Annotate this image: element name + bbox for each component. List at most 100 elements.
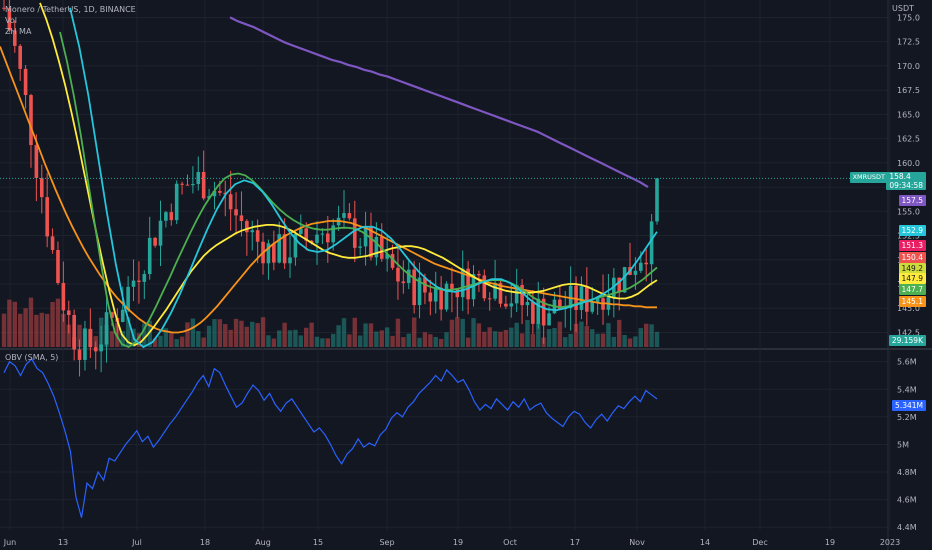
obv-tick-label: 5.2M (897, 413, 917, 422)
volume-bar (492, 331, 498, 347)
obv-tick-label: 5.6M (897, 358, 917, 367)
candle-body (245, 221, 249, 233)
candle-body (401, 281, 406, 284)
candle-body (18, 45, 22, 69)
price-tick-label: 167.5 (897, 86, 920, 95)
date-tick-label: 2023 (880, 538, 900, 547)
volume-bar (433, 336, 438, 347)
teal-ma-badge: 152.9 (898, 225, 926, 236)
volume-bar (266, 335, 271, 347)
candle-body (525, 302, 530, 306)
candle-body (93, 347, 98, 352)
volume-bar (271, 338, 277, 347)
volume-bar (77, 324, 82, 347)
candle-body (482, 275, 487, 299)
green-ma-badge: 149.2 (898, 263, 926, 274)
volume-bar (206, 325, 212, 347)
volume-bar (401, 337, 406, 347)
volume-bar (622, 334, 627, 347)
countdown: 09:34:58 (889, 181, 923, 190)
volume-bar (568, 333, 573, 347)
volume-bar (330, 333, 336, 347)
orange-ma-badge: 145.1 (898, 296, 926, 307)
candle-body (147, 237, 152, 275)
candle-body (347, 213, 352, 219)
volume-bar (379, 330, 384, 347)
candle-body (531, 302, 535, 324)
volume-bar (514, 322, 519, 347)
volume-bar (606, 323, 611, 347)
volume-bar (411, 317, 417, 347)
main-legend: Monero / TetherUS, 1D, BINANCE Vol ZH MA (5, 4, 136, 37)
price-tick-label: 175.0 (897, 13, 920, 22)
ma-yellow-line (39, 2, 658, 347)
volume-bar (233, 318, 239, 347)
chart-title[interactable]: Monero / TetherUS, 1D, BINANCE (5, 5, 136, 14)
date-tick-label: Aug (255, 538, 271, 547)
volume-bar (212, 319, 217, 347)
candle-body (504, 303, 508, 307)
date-tick-label: Oct (503, 538, 517, 547)
date-tick-label: Jul (131, 538, 142, 547)
volume-bars (1, 297, 660, 347)
symbol-badge: XMRUSDT (849, 172, 888, 183)
date-tick-label: Dec (752, 538, 767, 547)
volume-bar (174, 338, 179, 347)
candle-body (212, 191, 217, 197)
volume-bar (28, 297, 34, 347)
candle-body (61, 282, 66, 311)
candle-body (493, 282, 497, 299)
candle-body (466, 268, 470, 300)
volume-bar (368, 323, 374, 347)
volume-bar (530, 334, 536, 347)
volume-bar (298, 335, 304, 347)
obv-legend: OBV (SMA, 5) (5, 352, 58, 363)
candle-body (369, 226, 373, 258)
candle-body (218, 191, 222, 193)
volume-bar (487, 327, 492, 347)
candle-body (234, 209, 238, 216)
volume-bar (325, 338, 331, 347)
volume-bar (476, 323, 482, 347)
volume-bar (142, 323, 147, 347)
date-tick-label: Jun (3, 538, 17, 547)
candle-body (352, 218, 357, 248)
ma-indicator-label[interactable]: ZH MA (5, 27, 32, 36)
volume-indicator-label[interactable]: Vol (5, 16, 17, 25)
candle-body (450, 283, 454, 289)
volume-bar (509, 327, 514, 347)
candle-body (417, 277, 422, 306)
candle-body (50, 236, 55, 251)
candle-body (239, 215, 244, 222)
candle-body (191, 184, 195, 186)
obv-indicator-label[interactable]: OBV (SMA, 5) (5, 353, 59, 362)
date-tick-label: 14 (700, 538, 710, 547)
volume-bar (201, 337, 206, 347)
volume-bar (163, 328, 169, 347)
volume-bar (503, 329, 509, 347)
yellow-ma-badge: 147.9 (898, 273, 926, 284)
volume-bar (336, 325, 341, 347)
candle-body (88, 328, 93, 348)
price-tick-label: 165.0 (897, 110, 920, 119)
volume-bar (428, 334, 433, 347)
price-value: 158.4 (889, 172, 911, 181)
volume-bar (536, 322, 541, 347)
volume-bar (590, 329, 595, 347)
volume-bar (455, 317, 460, 347)
candle-body (104, 312, 109, 345)
obv-line (3, 357, 658, 518)
volume-bar (190, 318, 196, 347)
candle-body (644, 262, 649, 265)
candle-body (433, 287, 438, 302)
volume-bar (23, 308, 28, 347)
price-badge: 158.4 09:34:58 (886, 172, 926, 190)
volume-bar (55, 298, 61, 347)
candle-body (288, 257, 292, 264)
price-tick-label: 155.0 (897, 207, 920, 216)
candle-body (315, 234, 319, 244)
volume-bar (109, 331, 115, 347)
green2-ma-badge: 147.7 (898, 284, 926, 295)
purple-ma-badge: 157.5 (898, 195, 926, 206)
